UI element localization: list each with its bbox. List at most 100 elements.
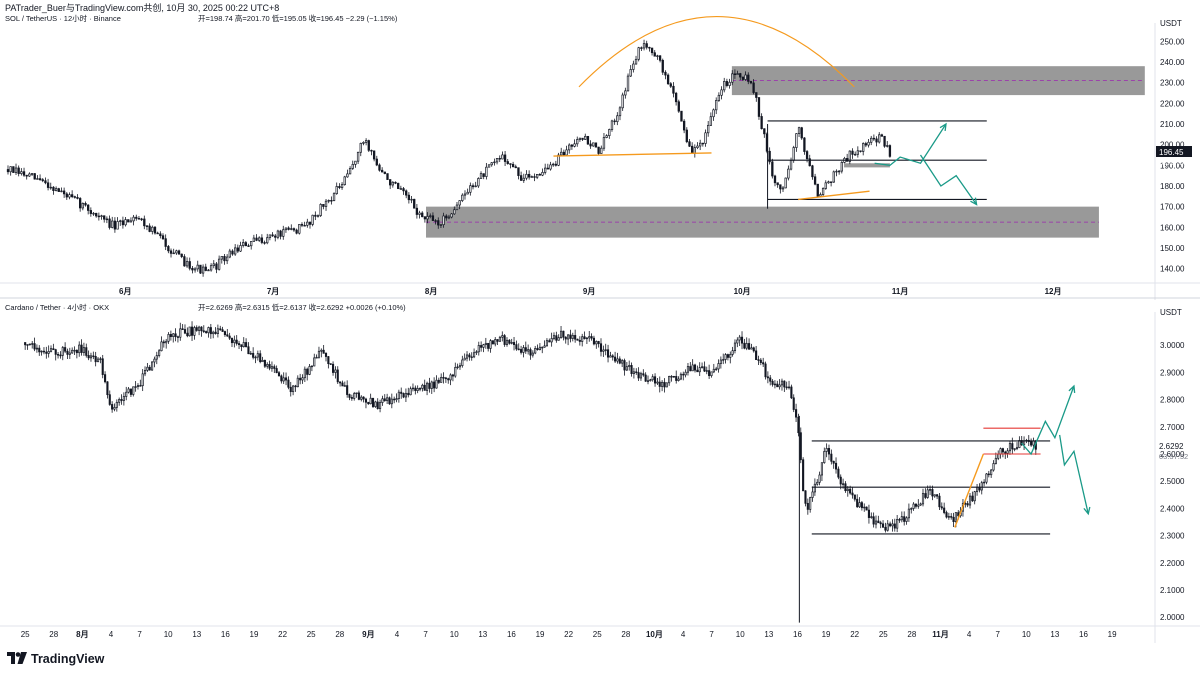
candle-body — [220, 256, 223, 260]
time-tick-label: 8月 — [425, 287, 437, 296]
candle-body — [54, 349, 57, 355]
candle-body — [294, 385, 297, 388]
candle-body — [905, 517, 908, 522]
candle-body — [994, 457, 997, 464]
candle-body — [665, 382, 668, 388]
candle-body — [223, 331, 226, 336]
candle-body — [592, 142, 595, 147]
orange-arc[interactable] — [578, 16, 855, 88]
candle-body — [413, 198, 416, 209]
candle-body — [571, 335, 574, 339]
candle-body — [437, 220, 440, 226]
time-tick-label: 13 — [1050, 630, 1059, 639]
candle-body — [119, 220, 122, 222]
candle-body — [769, 377, 772, 382]
candle-body — [423, 216, 427, 220]
projection-arrow[interactable] — [1059, 434, 1089, 514]
candle-body — [744, 74, 747, 80]
candle-body — [80, 344, 83, 353]
candle-body — [648, 46, 651, 49]
candle-body — [45, 351, 48, 354]
arrow-head — [970, 197, 978, 206]
candle-body — [306, 221, 309, 226]
price-tick-label: 2.4000 — [1160, 504, 1185, 513]
candle-body — [576, 338, 579, 341]
candle-body — [310, 365, 313, 368]
candle-body — [985, 473, 988, 483]
candle-body — [739, 73, 742, 78]
candle-body — [47, 351, 50, 354]
candle-body — [279, 230, 282, 237]
time-tick-label: 7 — [423, 630, 428, 639]
candle-body — [174, 333, 177, 338]
candle-body — [259, 353, 262, 363]
time-tick-label: 28 — [621, 630, 630, 639]
ada-chart-pane: 3.0000 2.9000 2.8000 2.7000 2.6000 2.5000 2.40… — [0, 302, 1200, 643]
candle-body — [825, 448, 828, 452]
candle-body — [624, 90, 627, 96]
candle-body — [574, 335, 577, 340]
candle-body — [938, 495, 941, 508]
candle-body — [808, 158, 811, 167]
candle-body — [496, 339, 499, 342]
candle-body — [426, 382, 429, 391]
candle-body — [179, 328, 182, 338]
candle-body — [853, 494, 856, 500]
supply-demand-zone[interactable] — [844, 163, 890, 168]
candle-body — [299, 377, 302, 381]
candle-body — [97, 215, 101, 218]
candle-body — [296, 377, 299, 388]
orange-trendline[interactable] — [553, 152, 712, 157]
candle-body — [715, 368, 718, 371]
candle-body — [212, 263, 215, 267]
orange-trendline[interactable] — [954, 453, 985, 528]
orange-trendline[interactable] — [798, 190, 870, 201]
candle-body — [872, 516, 875, 525]
candle-body — [415, 207, 419, 215]
candle-body — [804, 490, 807, 504]
projection-arrow[interactable] — [1021, 385, 1075, 456]
candle-body — [482, 173, 485, 177]
candle-body — [99, 358, 102, 360]
candle-body — [400, 391, 403, 394]
candle-body — [720, 89, 723, 96]
projection-arrow[interactable] — [919, 154, 978, 205]
candle-body — [108, 394, 111, 405]
projection-arrow[interactable] — [874, 123, 947, 167]
candle-body — [360, 396, 363, 400]
candle-body — [207, 269, 210, 272]
candle-body — [314, 214, 317, 217]
candle-body — [416, 388, 419, 391]
candle-body — [795, 133, 798, 148]
candle-body — [689, 366, 692, 372]
time-tick-label: 7 — [995, 630, 1000, 639]
candle-body — [64, 347, 67, 352]
candle-body — [367, 401, 370, 405]
candle-body — [334, 369, 337, 373]
ohlc-legend: 开=2.6269 高=2.6315 低=2.6137 收=2.6292 +0.0… — [198, 302, 406, 312]
candle-body — [705, 370, 708, 372]
candle-body — [926, 489, 929, 498]
candle-body — [36, 178, 39, 180]
arrow-head — [1083, 506, 1091, 516]
candle-body — [273, 366, 276, 369]
candle-body — [997, 453, 1000, 459]
candle-body — [200, 326, 203, 332]
last-price-label: 196.45 — [1159, 148, 1184, 157]
candle-body — [38, 347, 41, 353]
candle-body — [677, 101, 680, 112]
candle-body — [376, 401, 379, 409]
candle-body — [529, 349, 532, 356]
candle-body — [896, 519, 899, 529]
candle-body — [726, 354, 729, 358]
candle-body — [76, 197, 79, 199]
time-tick-label: 25 — [21, 630, 30, 639]
candle-body — [573, 143, 576, 147]
candle-body — [17, 167, 20, 174]
candle-body — [1015, 447, 1019, 450]
candle-body — [614, 356, 617, 362]
candle-body — [875, 138, 878, 143]
candle-body — [165, 340, 168, 344]
candle-body — [256, 353, 259, 358]
